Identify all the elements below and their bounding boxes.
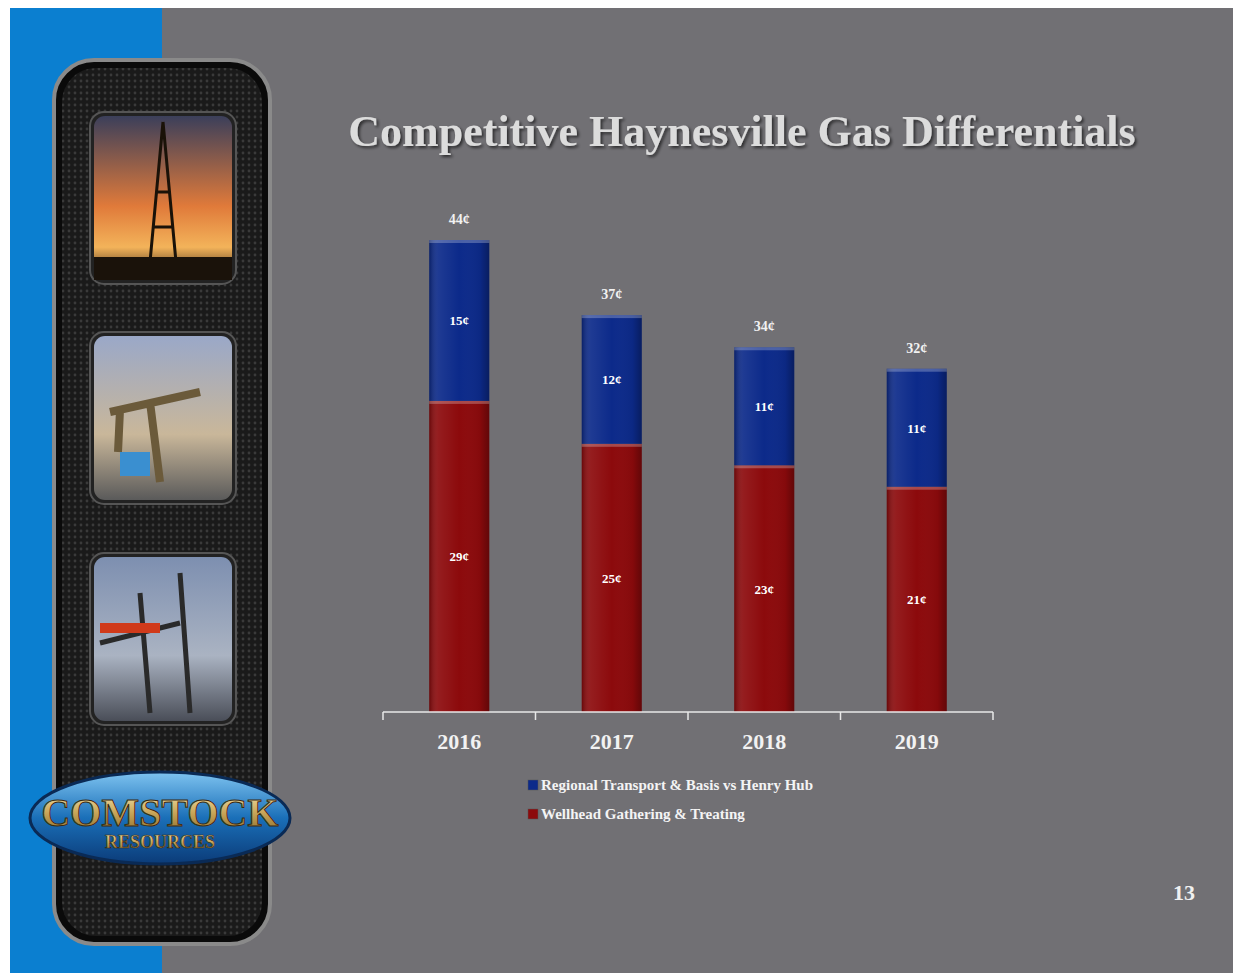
legend-label: Wellhead Gathering & Treating [541, 806, 745, 822]
data-label: 21¢ [907, 592, 927, 607]
photo [94, 557, 232, 721]
legend: Regional Transport & Basis vs Henry Hub W… [528, 777, 813, 822]
legend-label: Regional Transport & Basis vs Henry Hub [541, 777, 813, 793]
photo-frame [90, 553, 236, 725]
bar-segment [582, 315, 642, 444]
bar-edge [582, 315, 642, 318]
wellhead-icon [100, 573, 190, 713]
x-tick-label: 2016 [437, 729, 481, 754]
bar-segment [582, 444, 642, 712]
bar-segment [887, 369, 947, 487]
data-label: 11¢ [755, 399, 774, 414]
legend-swatch [528, 780, 538, 790]
bar-shading [429, 240, 489, 401]
bars [429, 240, 947, 712]
page: {"chart_data": {"type": "bar", "title": … [0, 0, 1243, 979]
bar-shading [734, 465, 794, 712]
data-label: 12¢ [602, 372, 622, 387]
pumpjack-icon [110, 392, 200, 482]
total-label: 34¢ [754, 319, 775, 334]
page-number: 13 [1173, 880, 1195, 905]
data-label: 23¢ [755, 582, 775, 597]
x-tick-separator [535, 712, 537, 720]
bar-edge [887, 369, 947, 372]
bar-segment [887, 487, 947, 712]
slide: COMSTOCKRESOURCES Competitive Haynesville… [0, 0, 1243, 979]
x-tick-separator [687, 712, 689, 720]
photo-frame [90, 332, 236, 504]
lift-icon [100, 623, 160, 633]
total-label: 32¢ [906, 341, 927, 356]
data-label: 11¢ [907, 421, 926, 436]
bar-segment [734, 465, 794, 712]
rig-icon [150, 122, 176, 262]
bar-edge [429, 240, 489, 243]
bar-edge [734, 465, 794, 468]
title: Competitive Haynesville Gas Differential… [348, 107, 1135, 156]
logo-text: COMSTOCK [41, 790, 278, 835]
x-tick-label: 2019 [895, 729, 939, 754]
bar-shading [734, 347, 794, 465]
bar-shading [429, 401, 489, 712]
bar-shading [887, 487, 947, 712]
x-tick-separator [840, 712, 842, 720]
data-label: 15¢ [450, 313, 470, 328]
bar-shading [582, 444, 642, 712]
photo-frame [90, 112, 236, 284]
x-tick-label: 2018 [742, 729, 786, 754]
total-label: 44¢ [449, 212, 470, 227]
bar-shading [582, 315, 642, 444]
logo-subtext: RESOURCES [105, 832, 215, 852]
legend-swatch [528, 809, 538, 819]
slide-bg [10, 8, 1233, 973]
bar-segment [429, 401, 489, 712]
bar-shading [887, 369, 947, 487]
ground [94, 257, 232, 280]
bar-edge [429, 401, 489, 404]
bar-segment [429, 240, 489, 401]
x-tick-separator [382, 712, 384, 720]
bar-edge [734, 347, 794, 350]
bar-segment [734, 347, 794, 465]
data-label: 29¢ [450, 549, 470, 564]
total-label: 37¢ [601, 287, 622, 302]
photo [94, 116, 232, 280]
data-label: 25¢ [602, 571, 622, 586]
x-tick-separator [992, 712, 994, 720]
logo-oval [30, 772, 290, 864]
outer-bg [0, 0, 1243, 979]
photo [94, 336, 232, 500]
x-tick-label: 2017 [590, 729, 634, 754]
bar-edge [582, 444, 642, 447]
data-labels: 29¢ 15¢ 44¢ 25¢ 12¢ 37¢ 23¢ 11¢ 34¢ 21¢ 11¢ 32¢ [449, 212, 928, 607]
panel-icon [120, 452, 150, 476]
bar-edge [887, 487, 947, 490]
